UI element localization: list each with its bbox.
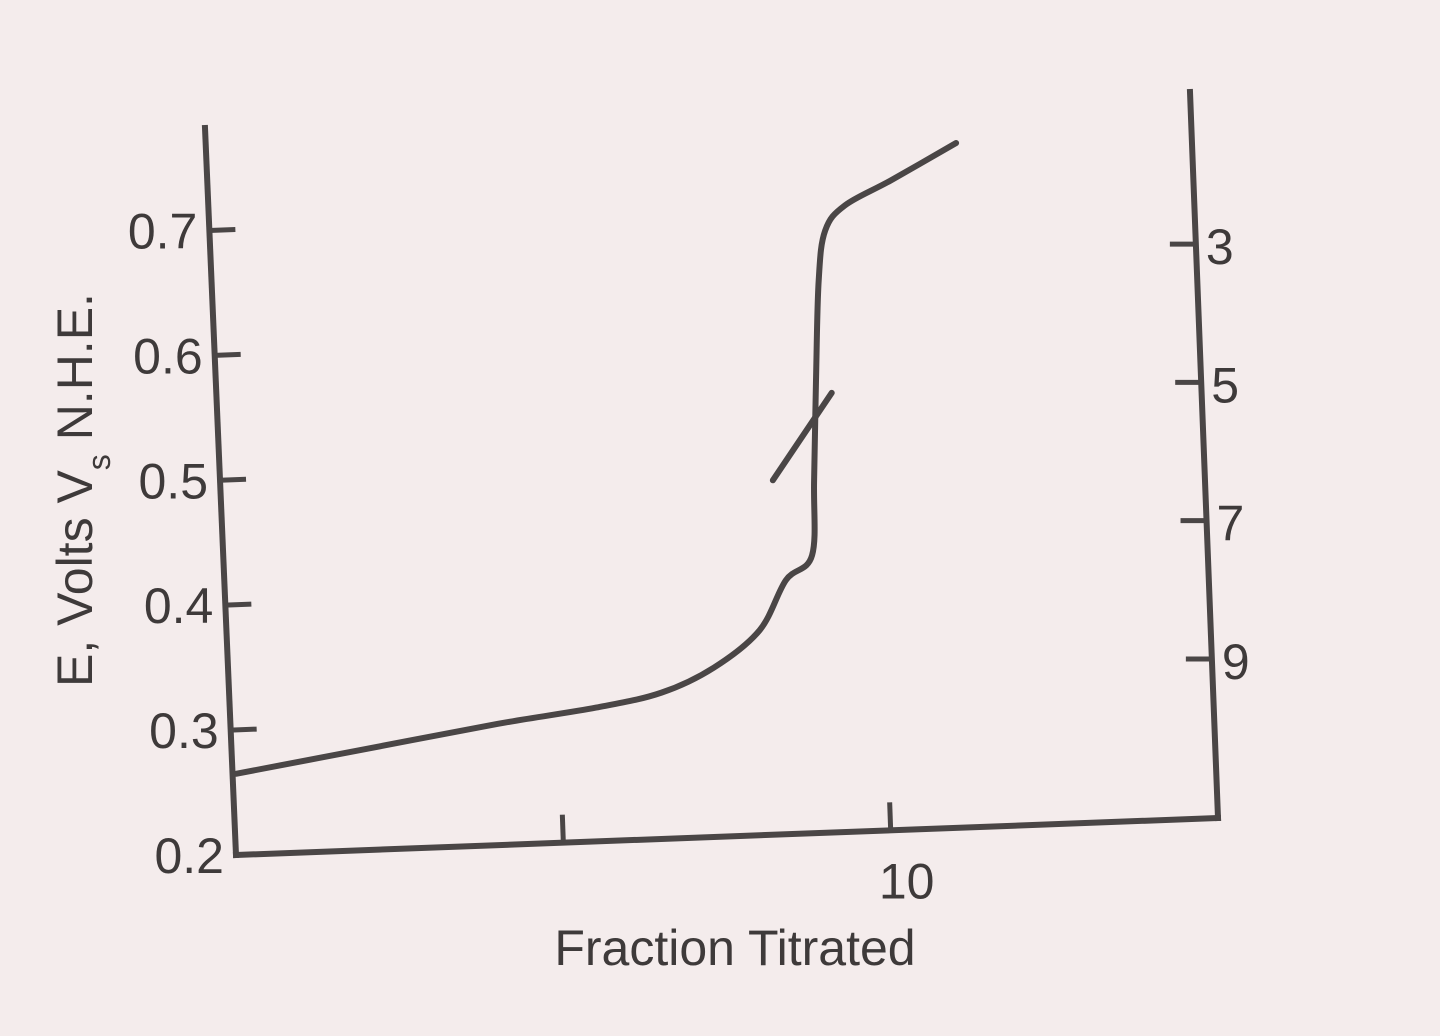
y-tick-mark xyxy=(219,476,247,483)
y2-tick-label: 5 xyxy=(1211,357,1239,413)
y-axis-title-main: E, Volts V xyxy=(47,470,103,687)
y2-tick-label: 9 xyxy=(1222,634,1250,690)
y-axis-title-subscript: s xyxy=(81,454,117,470)
x-tick-mark xyxy=(887,802,894,831)
ticks-group xyxy=(209,226,1212,843)
x-tick-label: 10 xyxy=(879,853,935,909)
equivalence-point-marker xyxy=(769,389,835,484)
y-tick-mark xyxy=(230,726,257,733)
y-tick-mark xyxy=(225,601,252,608)
y-tick-mark xyxy=(214,351,241,358)
marks-group xyxy=(233,140,960,777)
right-axis-line xyxy=(1186,88,1222,822)
y-tick-mark xyxy=(209,226,236,233)
y-tick-label: 0.3 xyxy=(149,703,219,759)
y2-tick-label: 3 xyxy=(1206,219,1234,275)
y-axis-line xyxy=(201,124,240,859)
axes-group xyxy=(201,88,1222,859)
y2-tick-label: 7 xyxy=(1217,496,1245,552)
x-tick-mark xyxy=(559,814,566,843)
y-axis-title-tail: N.H.E. xyxy=(47,293,103,454)
y-tick-label: 0.7 xyxy=(128,203,198,259)
y-tick-label: 0.6 xyxy=(133,328,203,384)
titration-curve xyxy=(233,140,960,777)
y-axis-title: E, Volts Vs N.H.E. xyxy=(47,293,117,687)
x-axis-title: Fraction Titrated xyxy=(554,920,915,976)
y-tick-label: 0.4 xyxy=(144,578,214,634)
y-tick-label: 0.5 xyxy=(139,453,209,509)
y-tick-label: 0.2 xyxy=(154,828,224,884)
x-axis-line xyxy=(232,814,1222,859)
labels-group: 0.2 0.3 0.4 0.5 0.6 0.7 10 3 5 7 9 Fraction Titrate… xyxy=(47,203,1250,976)
